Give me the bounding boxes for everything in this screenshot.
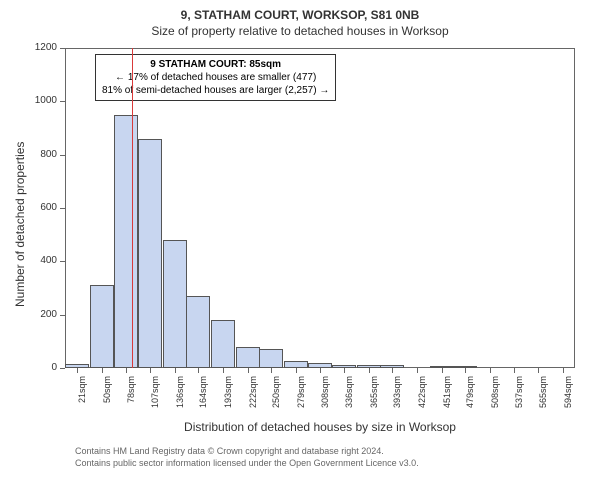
x-tick-mark xyxy=(465,368,466,373)
x-tick-mark xyxy=(490,368,491,373)
caption-line-1: Contains HM Land Registry data © Crown c… xyxy=(75,446,419,458)
y-tick-label: 1200 xyxy=(25,42,57,53)
histogram-bar xyxy=(138,139,162,368)
y-tick-mark xyxy=(60,48,65,49)
histogram-bar xyxy=(380,365,404,368)
x-tick-mark xyxy=(344,368,345,373)
x-tick-label: 193sqm xyxy=(223,376,233,426)
histogram-bar xyxy=(236,347,260,368)
x-tick-label: 50sqm xyxy=(102,376,112,426)
x-tick-label: 78sqm xyxy=(126,376,136,426)
y-tick-mark xyxy=(60,368,65,369)
x-tick-label: 279sqm xyxy=(296,376,306,426)
annotation-line-2: ← 17% of detached houses are smaller (47… xyxy=(102,71,329,84)
y-tick-mark xyxy=(60,208,65,209)
y-tick-mark xyxy=(60,261,65,262)
histogram-bar xyxy=(186,296,210,368)
x-tick-label: 594sqm xyxy=(563,376,573,426)
reference-line xyxy=(132,48,133,368)
x-tick-mark xyxy=(296,368,297,373)
x-tick-label: 222sqm xyxy=(248,376,258,426)
x-tick-label: 21sqm xyxy=(77,376,87,426)
x-tick-mark xyxy=(271,368,272,373)
y-tick-label: 200 xyxy=(25,309,57,320)
y-tick-mark xyxy=(60,101,65,102)
y-tick-mark xyxy=(60,155,65,156)
x-tick-label: 250sqm xyxy=(271,376,281,426)
histogram-bar xyxy=(453,366,477,368)
histogram-bar xyxy=(430,366,454,368)
histogram-bar xyxy=(332,365,356,368)
histogram-bar xyxy=(114,115,138,368)
y-tick-label: 400 xyxy=(25,255,57,266)
x-tick-label: 136sqm xyxy=(175,376,185,426)
x-tick-mark xyxy=(150,368,151,373)
x-tick-label: 365sqm xyxy=(369,376,379,426)
x-tick-label: 393sqm xyxy=(392,376,402,426)
x-tick-mark xyxy=(175,368,176,373)
x-tick-mark xyxy=(320,368,321,373)
histogram-bar xyxy=(90,285,114,368)
caption-line-2: Contains public sector information licen… xyxy=(75,458,419,470)
y-tick-label: 800 xyxy=(25,149,57,160)
histogram-bar xyxy=(357,365,381,368)
x-tick-mark xyxy=(223,368,224,373)
x-tick-mark xyxy=(417,368,418,373)
y-tick-label: 0 xyxy=(25,362,57,373)
caption: Contains HM Land Registry data © Crown c… xyxy=(75,446,419,469)
x-tick-mark xyxy=(102,368,103,373)
x-tick-label: 565sqm xyxy=(538,376,548,426)
y-tick-mark xyxy=(60,315,65,316)
x-tick-label: 479sqm xyxy=(465,376,475,426)
x-tick-mark xyxy=(77,368,78,373)
chart-subtitle: Size of property relative to detached ho… xyxy=(0,22,600,38)
annotation-line-3: 81% of semi-detached houses are larger (… xyxy=(102,84,329,97)
x-tick-label: 308sqm xyxy=(320,376,330,426)
x-tick-mark xyxy=(369,368,370,373)
x-tick-mark xyxy=(442,368,443,373)
x-tick-label: 508sqm xyxy=(490,376,500,426)
x-tick-mark xyxy=(198,368,199,373)
histogram-bar xyxy=(259,349,283,368)
x-tick-label: 451sqm xyxy=(442,376,452,426)
annotation-line-1: 9 STATHAM COURT: 85sqm xyxy=(102,58,329,71)
x-tick-label: 336sqm xyxy=(344,376,354,426)
x-tick-label: 422sqm xyxy=(417,376,427,426)
x-tick-label: 164sqm xyxy=(198,376,208,426)
x-tick-label: 107sqm xyxy=(150,376,160,426)
x-tick-mark xyxy=(248,368,249,373)
histogram-bar xyxy=(163,240,187,368)
x-tick-label: 537sqm xyxy=(514,376,524,426)
histogram-bar xyxy=(308,363,332,368)
histogram-bar xyxy=(65,364,89,368)
y-tick-label: 600 xyxy=(25,202,57,213)
x-tick-mark xyxy=(392,368,393,373)
x-tick-mark xyxy=(538,368,539,373)
chart-title: 9, STATHAM COURT, WORKSOP, S81 0NB xyxy=(0,0,600,22)
x-tick-mark xyxy=(514,368,515,373)
y-tick-label: 1000 xyxy=(25,95,57,106)
histogram-bar xyxy=(211,320,235,368)
x-tick-mark xyxy=(126,368,127,373)
histogram-bar xyxy=(284,361,308,368)
x-tick-mark xyxy=(563,368,564,373)
